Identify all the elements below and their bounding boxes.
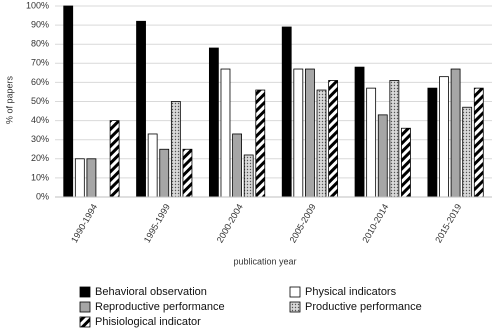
bar	[427, 87, 438, 198]
y-tick-label: 90%	[31, 19, 49, 29]
bar	[63, 5, 74, 198]
bar	[159, 148, 170, 198]
bar	[182, 148, 193, 198]
legend-swatch	[289, 301, 301, 313]
y-tick-label: 0%	[36, 191, 49, 201]
y-tick-label: 100%	[26, 0, 49, 10]
bar	[243, 154, 254, 198]
bar	[305, 68, 315, 198]
bar	[86, 158, 97, 198]
y-tick-label: 80%	[31, 39, 49, 49]
bar	[439, 76, 449, 198]
y-tick-label: 60%	[31, 77, 49, 87]
y-tick-label: 10%	[31, 172, 49, 182]
x-tick-label: 2015-2019	[433, 202, 463, 244]
bar	[74, 158, 85, 198]
bar	[281, 26, 292, 198]
x-tick-label: 1990-1994	[69, 202, 99, 244]
bar	[366, 87, 377, 198]
bar	[316, 89, 327, 198]
bar	[462, 106, 473, 198]
bar	[401, 127, 411, 198]
bar	[389, 80, 400, 198]
legend-label: Physical indicators	[305, 286, 397, 298]
bar	[232, 133, 242, 198]
legend-label: Behavioral observation	[95, 286, 207, 298]
bar	[109, 120, 120, 198]
legend-swatch	[79, 316, 91, 328]
legend-swatch	[289, 286, 301, 298]
bar	[293, 68, 304, 198]
y-tick-label: 30%	[31, 134, 49, 144]
bar	[473, 87, 484, 198]
bar	[255, 89, 266, 198]
legend-swatch	[79, 301, 91, 313]
bar	[377, 114, 388, 198]
y-tick-label: 40%	[31, 115, 49, 125]
y-tick-label: 20%	[31, 153, 49, 163]
bar	[208, 47, 219, 198]
x-tick-label: 2010-2014	[360, 202, 390, 244]
x-tick-label: 2005-2009	[288, 202, 318, 244]
legend-swatch	[79, 286, 91, 298]
bar	[354, 66, 365, 198]
x-axis-label: publication year	[233, 256, 296, 266]
y-tick-label: 70%	[31, 58, 49, 68]
bar	[147, 133, 158, 198]
bar	[220, 68, 231, 198]
bar	[136, 20, 146, 198]
y-axis-label: % of papers	[4, 75, 14, 124]
x-tick-label: 1995-1999	[142, 202, 172, 244]
bar	[328, 80, 339, 198]
bar	[450, 68, 461, 198]
legend-label: Phisiological indicator	[95, 316, 201, 328]
bar	[170, 101, 181, 198]
legend-label: Productive performance	[305, 301, 422, 313]
legend-label: Reproductive performance	[95, 301, 225, 313]
x-tick-label: 2000-2004	[215, 202, 245, 244]
y-tick-label: 50%	[31, 96, 49, 106]
